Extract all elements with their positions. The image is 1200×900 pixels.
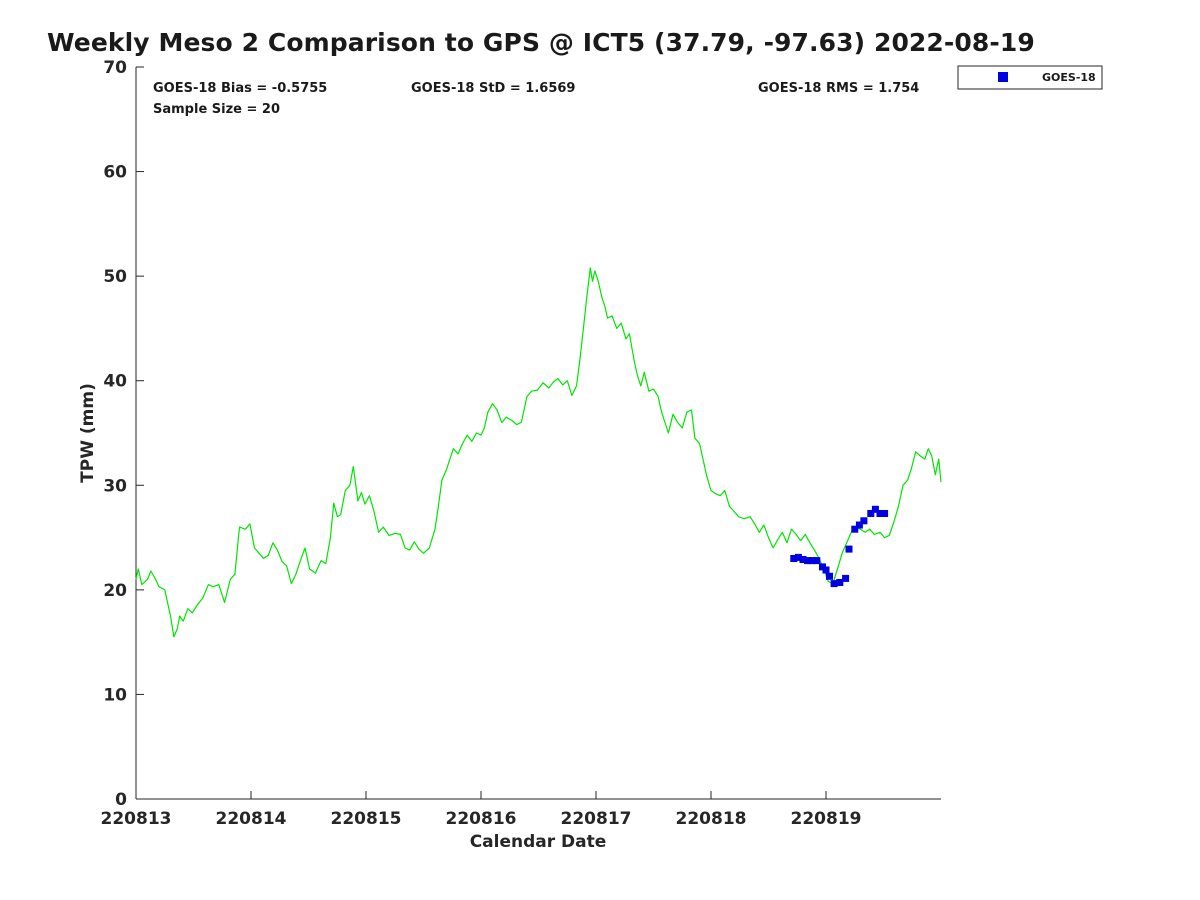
goes-18-point	[860, 517, 868, 525]
goes-18-point	[822, 566, 830, 574]
goes-18-point	[794, 553, 802, 561]
x-tick-label: 220819	[791, 809, 862, 829]
goes-18-point	[855, 521, 863, 529]
x-tick-label: 220814	[216, 809, 287, 829]
chart-title: Weekly Meso 2 Comparison to GPS @ ICT5 (…	[47, 28, 1035, 57]
goes-18-point	[851, 525, 859, 533]
y-tick-label: 70	[103, 58, 127, 78]
axes: 0 10 20 30 40 50 60 70 220813 220814 220815 220816 2…	[101, 58, 941, 829]
goes-18-point	[790, 555, 798, 562]
goes-18-series	[790, 505, 889, 588]
goes-18-point	[813, 557, 821, 565]
y-tick-label: 10	[103, 685, 127, 705]
goes-18-point	[871, 505, 879, 513]
y-axis-label: TPW (mm)	[78, 383, 98, 483]
goes-18-point	[867, 510, 875, 517]
y-tick-label: 60	[103, 163, 127, 183]
x-tick-label: 220816	[446, 809, 517, 829]
x-axis-label: Calendar Date	[470, 832, 607, 852]
y-tick-label: 40	[103, 372, 127, 392]
legend-box	[957, 65, 1103, 90]
std-stat: GOES-18 StD = 1.6569	[411, 81, 575, 96]
goes-18-point	[845, 545, 853, 553]
y-tick-label: 20	[103, 581, 127, 601]
goes-18-point	[842, 574, 850, 582]
goes-18-point	[876, 510, 884, 517]
goes-18-point	[836, 579, 844, 586]
goes-18-point	[808, 557, 816, 565]
gps-series	[135, 267, 942, 638]
bias-stat: GOES-18 Bias = -0.5755	[153, 81, 327, 96]
goes-18-point	[881, 510, 889, 517]
goes-18-point	[804, 557, 812, 565]
x-tick-label: 220818	[676, 809, 747, 829]
x-tick-label: 220813	[101, 809, 172, 829]
gps-line	[135, 267, 942, 638]
x-tick-label: 220815	[331, 809, 402, 829]
x-tick-label: 220817	[561, 809, 632, 829]
legend-marker-goes-18	[998, 72, 1008, 82]
goes-18-point	[830, 580, 838, 588]
sample-size-stat: Sample Size = 20	[153, 102, 280, 117]
y-tick-label: 30	[103, 476, 127, 496]
goes-18-point	[799, 556, 807, 563]
legend: GOES-18	[957, 65, 1103, 90]
y-tick-label: 50	[103, 267, 127, 287]
goes-18-point	[826, 572, 833, 580]
rms-stat: GOES-18 RMS = 1.754	[758, 81, 919, 96]
legend-label-goes-18: GOES-18	[1042, 71, 1096, 84]
y-tick-label: 0	[115, 790, 127, 810]
